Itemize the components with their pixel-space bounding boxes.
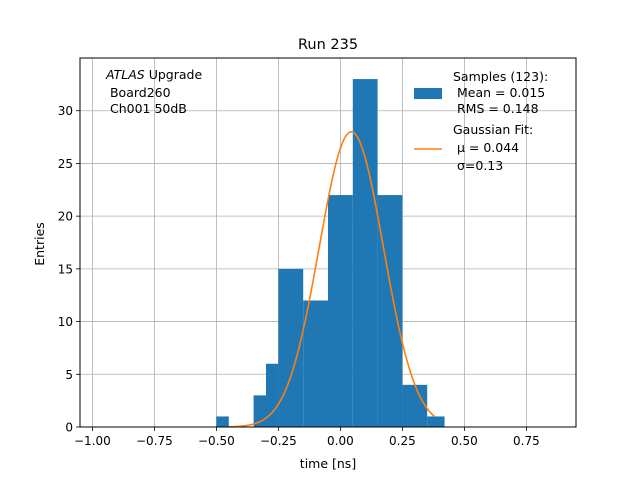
chart-title: Run 235 <box>298 37 358 53</box>
histogram-bar <box>402 384 428 427</box>
histogram-bar <box>352 79 378 427</box>
x-tick-label: 0.25 <box>389 434 416 448</box>
run-annotation: ATLAS Upgrade Board260 Ch001 50dB <box>105 67 202 116</box>
y-axis-label: Entries <box>32 222 47 266</box>
x-tick-label: −0.75 <box>136 434 173 448</box>
gaussian-fit-curve <box>228 130 436 428</box>
annotation-line-1: ATLAS Upgrade <box>105 67 202 82</box>
legend-fit-line-3: σ=0.13 <box>453 158 503 173</box>
annotation-upgrade-text: Upgrade <box>145 67 203 82</box>
annotation-line-3: Ch001 50dB <box>106 101 187 116</box>
y-tick-label: 5 <box>65 368 73 382</box>
fit-line <box>228 130 436 428</box>
histogram-bar <box>328 195 353 427</box>
x-axis-ticks: −1.00 −0.75 −0.50 −0.25 0.00 0.25 0.50 0.75 <box>74 427 540 448</box>
x-tick-label: 0.00 <box>327 434 354 448</box>
x-tick-label: −0.50 <box>198 434 235 448</box>
histogram-bar <box>253 395 266 427</box>
y-tick-label: 30 <box>58 104 73 118</box>
annotation-atlas-text: ATLAS <box>105 67 145 82</box>
legend: Samples (123): Mean = 0.015 RMS = 0.148 … <box>414 69 548 173</box>
histogram-bar <box>216 416 229 427</box>
legend-fit-line-1: Gaussian Fit: <box>453 122 533 137</box>
y-tick-label: 0 <box>65 421 73 435</box>
x-tick-label: 0.75 <box>513 434 540 448</box>
x-tick-label: −1.00 <box>74 434 111 448</box>
y-tick-label: 25 <box>58 157 73 171</box>
plot-frame <box>79 57 577 428</box>
y-axis-ticks: 0 5 10 15 20 25 30 <box>58 104 80 435</box>
histogram-bar <box>303 300 328 427</box>
x-axis-label: time [ns] <box>300 456 356 471</box>
y-tick-label: 20 <box>58 210 73 224</box>
legend-histogram-line-1: Samples (123): <box>453 69 548 84</box>
histogram-bar <box>427 416 445 427</box>
x-tick-label: 0.50 <box>451 434 478 448</box>
histogram-bars <box>216 79 445 427</box>
y-tick-label: 15 <box>58 262 73 276</box>
histogram-bar <box>377 195 403 427</box>
y-tick-label: 10 <box>58 315 73 329</box>
legend-histogram-line-3: RMS = 0.148 <box>453 101 539 116</box>
legend-fit-line-2: μ = 0.044 <box>453 140 519 155</box>
legend-histogram-swatch <box>414 88 442 99</box>
histogram-bar <box>266 363 279 427</box>
x-tick-label: −0.25 <box>260 434 297 448</box>
legend-histogram-line-2: Mean = 0.015 <box>453 85 545 100</box>
annotation-line-2: Board260 <box>106 85 171 100</box>
